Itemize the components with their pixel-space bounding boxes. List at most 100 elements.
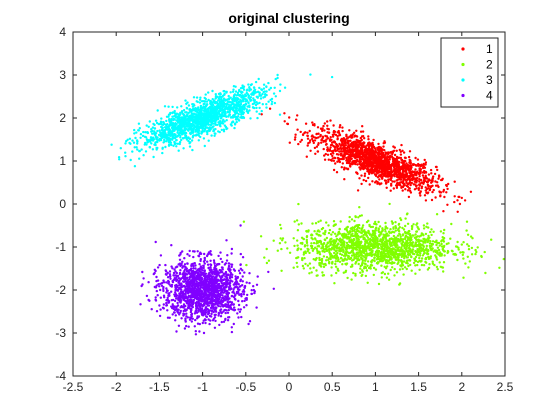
data-point (468, 260, 471, 263)
data-point (390, 169, 393, 172)
data-point (361, 270, 364, 273)
data-point (300, 236, 304, 239)
data-point (133, 132, 136, 135)
data-point (274, 77, 277, 81)
data-point (140, 148, 143, 151)
data-point (110, 143, 113, 146)
data-point (367, 153, 371, 157)
data-point (325, 246, 328, 250)
data-point (415, 184, 418, 187)
data-point (172, 118, 175, 122)
data-point (442, 270, 445, 273)
data-point (219, 96, 223, 99)
data-point (338, 228, 341, 231)
data-point (296, 244, 299, 247)
data-point (242, 220, 246, 223)
data-point (171, 111, 174, 115)
data-point (215, 108, 219, 112)
data-point (418, 175, 421, 178)
data-point (335, 171, 339, 174)
data-point (395, 179, 398, 182)
data-point (207, 106, 210, 110)
data-point (207, 139, 210, 142)
data-point (255, 95, 258, 99)
data-point (364, 266, 368, 270)
data-point (351, 146, 354, 149)
data-point (334, 162, 337, 165)
data-point (303, 257, 306, 260)
data-point (401, 161, 405, 165)
data-point (258, 93, 261, 96)
data-point (400, 174, 404, 178)
data-point (412, 177, 416, 180)
data-point (430, 198, 434, 202)
data-point (409, 263, 412, 267)
data-point (439, 230, 443, 233)
data-point (325, 259, 328, 262)
data-point (227, 111, 230, 114)
data-point (376, 165, 380, 169)
data-point (281, 237, 285, 240)
data-point (322, 147, 325, 151)
data-point (419, 182, 422, 185)
data-point (320, 141, 323, 144)
data-point (336, 269, 340, 272)
data-point (393, 146, 396, 149)
data-point (384, 237, 387, 240)
data-point (176, 129, 179, 132)
data-point (342, 271, 345, 274)
data-point (365, 154, 368, 158)
data-point (326, 148, 329, 151)
data-point (414, 242, 417, 245)
data-point (258, 86, 261, 90)
data-point (215, 123, 219, 127)
data-point (343, 151, 346, 154)
data-point (416, 249, 420, 252)
data-point (169, 141, 173, 144)
data-point (270, 97, 274, 101)
data-point (317, 220, 320, 223)
data-point (232, 105, 235, 109)
data-point (415, 230, 418, 233)
data-point (400, 143, 403, 147)
data-point (329, 119, 332, 122)
data-point (301, 133, 305, 137)
data-point (365, 252, 368, 255)
data-point (256, 102, 259, 105)
data-point (165, 124, 168, 128)
data-point (198, 117, 201, 121)
data-point (391, 266, 394, 269)
data-point (408, 150, 412, 153)
data-point (356, 139, 359, 142)
data-point (371, 225, 375, 229)
data-point (348, 129, 351, 132)
data-point (286, 122, 289, 126)
data-point (279, 223, 282, 227)
data-point (423, 237, 426, 241)
data-point (397, 239, 400, 242)
data-point (390, 155, 394, 158)
data-point (187, 122, 190, 125)
data-point (312, 258, 315, 261)
data-point (397, 170, 400, 174)
data-point (161, 129, 164, 132)
data-point (374, 166, 377, 170)
data-point (343, 141, 347, 145)
data-point (364, 274, 368, 278)
data-point (334, 260, 337, 263)
data-point (399, 248, 402, 251)
data-point (276, 73, 279, 77)
data-point (128, 137, 132, 140)
data-point (387, 178, 390, 182)
data-point (339, 220, 342, 223)
data-point (430, 172, 433, 175)
data-point (357, 230, 360, 233)
data-point (319, 133, 322, 137)
data-point (176, 142, 180, 145)
data-point (366, 264, 369, 267)
data-point (332, 159, 336, 162)
data-point (402, 151, 406, 154)
data-point (198, 101, 202, 104)
data-point (358, 244, 361, 247)
data-point (131, 150, 134, 153)
